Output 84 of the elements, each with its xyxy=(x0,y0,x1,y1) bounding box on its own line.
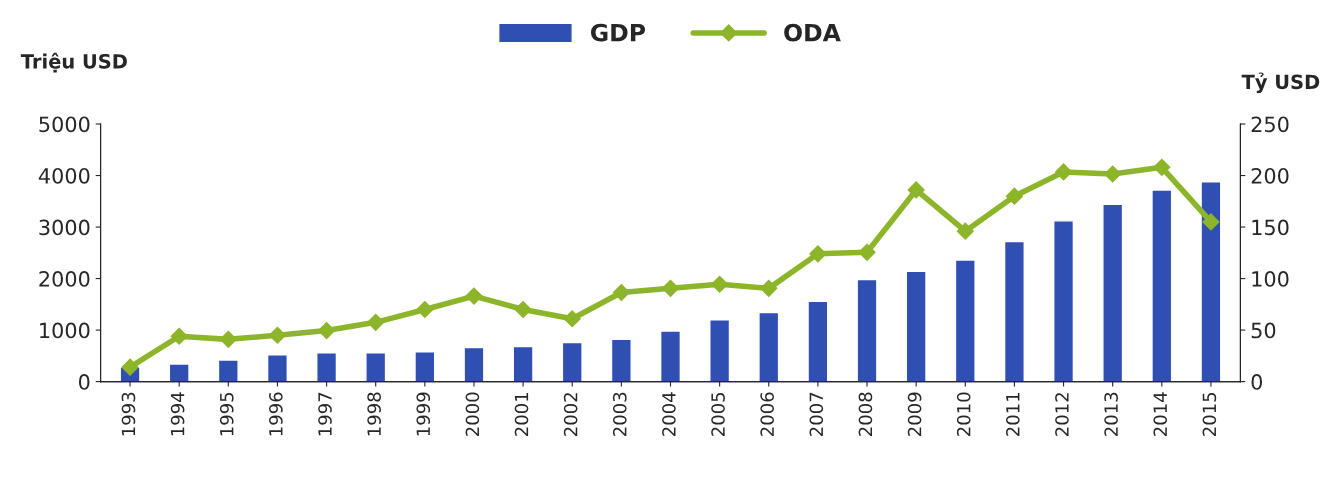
y-tick-label: 5000 xyxy=(39,116,90,133)
bar xyxy=(217,359,239,382)
bar xyxy=(1200,181,1222,382)
bar xyxy=(414,351,436,382)
x-tick-label: 2004 xyxy=(662,392,676,436)
bar xyxy=(1053,220,1075,382)
y-tick-label: 0 xyxy=(78,374,90,390)
point xyxy=(367,313,385,331)
bar xyxy=(266,354,288,382)
point xyxy=(858,243,876,261)
y-tick-label: 4000 xyxy=(38,167,90,184)
point xyxy=(416,300,434,319)
point xyxy=(1202,213,1220,231)
bar xyxy=(561,341,583,382)
x-tick-label: 2015 xyxy=(1202,392,1217,436)
y2-tick-label: 250 xyxy=(1251,116,1289,133)
x-tick-label: 2000 xyxy=(465,392,480,436)
point xyxy=(465,287,483,305)
x-tick-label: 2001 xyxy=(514,392,529,436)
bar xyxy=(1151,189,1173,382)
x-tick-label: 2007 xyxy=(809,392,824,436)
y2-tick-label: 50 xyxy=(1251,322,1276,339)
point xyxy=(711,275,729,293)
x-tick-label: 1996 xyxy=(269,392,283,436)
x-tick-label: 2014 xyxy=(1153,392,1168,436)
bar xyxy=(905,270,927,382)
bar xyxy=(365,352,387,382)
y-tick-label: 1000 xyxy=(40,322,90,339)
bar xyxy=(856,278,878,382)
legend-label: GDP xyxy=(590,23,646,42)
x-tick-label: 2013 xyxy=(1104,392,1118,436)
point xyxy=(1054,163,1073,181)
x-tick-label: 1995 xyxy=(219,392,234,436)
bar xyxy=(512,345,534,382)
bar xyxy=(1102,203,1124,382)
bar xyxy=(807,300,829,382)
y-axis-title: Triệu USD xyxy=(20,52,127,73)
x-tick-label: 1993 xyxy=(121,392,136,436)
x-tick-label: 2009 xyxy=(907,392,922,436)
bar xyxy=(659,330,682,382)
point xyxy=(563,310,581,328)
x-tick-label: 2010 xyxy=(956,392,971,436)
y2-tick-label: 150 xyxy=(1252,219,1289,236)
y-tick-label: 3000 xyxy=(39,219,90,236)
point xyxy=(268,326,287,344)
y2-tick-label: 100 xyxy=(1252,271,1289,287)
point xyxy=(219,330,237,348)
point xyxy=(956,222,974,240)
bar xyxy=(168,363,190,382)
point xyxy=(170,327,188,345)
point xyxy=(121,358,139,376)
point xyxy=(907,181,925,199)
x-tick-label: 2003 xyxy=(612,392,627,436)
x-tick-label: 2005 xyxy=(711,392,725,436)
point xyxy=(1153,158,1171,176)
x-tick-label: 1997 xyxy=(318,392,332,436)
x-tick-label: 2008 xyxy=(858,392,873,436)
bar xyxy=(758,311,780,382)
point xyxy=(760,279,778,297)
point xyxy=(1005,187,1023,205)
bar xyxy=(610,338,632,382)
point xyxy=(612,283,630,302)
x-tick-label: 2006 xyxy=(760,392,774,436)
bar xyxy=(463,346,485,382)
y2-axis-title: Tỷ USD xyxy=(1241,72,1320,94)
x-tick-label: 2002 xyxy=(563,393,578,436)
y-tick-label: 2000 xyxy=(39,271,90,287)
bar xyxy=(1003,240,1025,382)
bar xyxy=(709,319,731,382)
point xyxy=(318,322,336,340)
x-tick-label: 2011 xyxy=(1006,392,1020,436)
bar xyxy=(954,259,976,382)
point xyxy=(661,279,680,297)
x-tick-label: 1998 xyxy=(367,392,381,436)
x-tick-label: 2012 xyxy=(1055,393,1069,436)
point xyxy=(1104,165,1122,183)
y2-tick-label: 0 xyxy=(1251,374,1263,390)
point xyxy=(514,300,532,319)
bar xyxy=(316,352,338,382)
y2-tick-label: 200 xyxy=(1251,167,1289,184)
legend-label: ODA xyxy=(784,23,841,42)
x-tick-label: 1999 xyxy=(416,392,431,436)
point xyxy=(809,245,827,263)
x-tick-label: 1994 xyxy=(170,392,185,436)
